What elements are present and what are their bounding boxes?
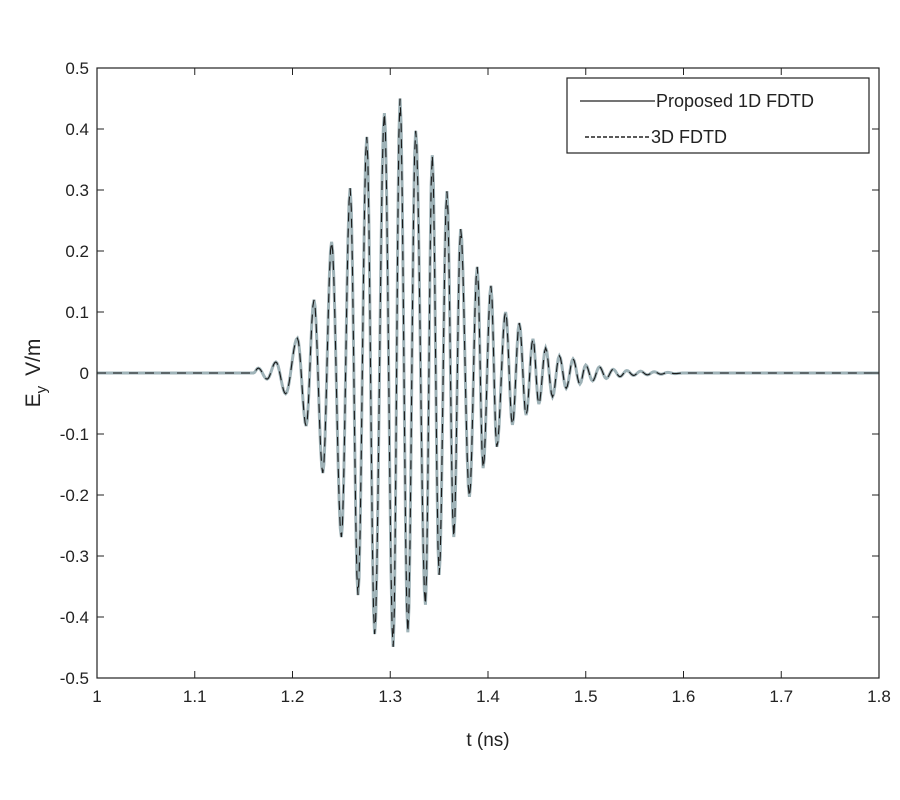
series-proposed-1d-fdtd [97,98,879,647]
x-tick-label: 1.5 [574,687,598,706]
curves [97,98,879,647]
x-tick-label: 1.1 [183,687,207,706]
y-tick-label: 0.2 [65,242,89,261]
y-tick-label: 0 [80,364,89,383]
y-tick-label: 0.3 [65,181,89,200]
y-tick-label: -0.4 [60,608,89,627]
x-tick-label: 1.3 [378,687,402,706]
y-tick-label: -0.5 [60,669,89,688]
y-tick-label: 0.1 [65,303,89,322]
x-tick-label: 1.4 [476,687,500,706]
y-tick-label: 0.5 [65,59,89,78]
x-tick-label: 1.6 [672,687,696,706]
y-tick-label: -0.3 [60,547,89,566]
legend: Proposed 1D FDTD 3D FDTD [566,77,870,154]
y-tick-label: -0.1 [60,425,89,444]
x-tick-label: 1.7 [769,687,793,706]
x-tick-label: 1.8 [867,687,891,706]
x-tick-label: 1 [92,687,101,706]
x-tick-label: 1.2 [281,687,305,706]
y-axis-ticks: 0.5 0.4 0.3 0.2 0.1 0 -0.1 -0.2 -0.3 -0.4 -0.5 [60,59,879,688]
legend-label-1d: Proposed 1D FDTD [656,91,814,111]
legend-label-3d: 3D FDTD [651,127,727,147]
x-axis-ticks: 1 1.1 1.2 1.3 1.4 1.5 1.6 1.7 1.8 [92,68,891,706]
svg-text:EyV/m: Ey V/m [22,339,50,408]
y-tick-label: 0.4 [65,120,89,139]
y-label-main: E [22,393,45,407]
y-tick-label: -0.2 [60,486,89,505]
y-label-unit: V/m [22,339,45,376]
legend-box [566,77,870,154]
y-label-sub: y [33,385,50,393]
y-axis-label: Ey V/m [22,339,50,408]
x-axis-label: t (ns) [466,730,509,751]
